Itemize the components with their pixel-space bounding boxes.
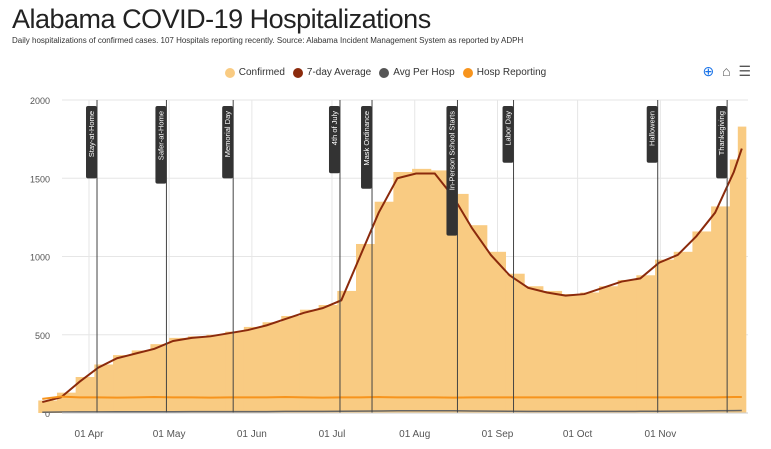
annotation-box bbox=[222, 106, 234, 179]
y-tick-label: 1000 bbox=[30, 253, 50, 263]
legend-dot-icon bbox=[379, 67, 390, 78]
bar-confirmed bbox=[729, 159, 739, 413]
bar-confirmed bbox=[187, 336, 207, 413]
annotation-label: In-Person School Starts bbox=[447, 111, 456, 190]
annotation-box bbox=[716, 106, 728, 179]
bar-confirmed bbox=[673, 251, 693, 413]
bar-confirmed bbox=[468, 225, 488, 413]
chart-subtitle: Daily hospitalizations of confirmed case… bbox=[12, 36, 524, 45]
legend-dot-icon bbox=[224, 67, 235, 78]
annotation-label: Halloween bbox=[648, 111, 657, 146]
legend-label: Confirmed bbox=[238, 67, 285, 78]
bar-confirmed bbox=[486, 251, 507, 413]
annotation-label: 4th of July bbox=[330, 111, 339, 145]
bar-confirmed bbox=[561, 294, 581, 413]
y-tick-label: 1500 bbox=[30, 174, 50, 184]
x-tick-label: 01 Aug bbox=[399, 429, 430, 440]
zoom-in-icon[interactable]: ⊕ bbox=[702, 63, 715, 79]
y-tick-label: 0 bbox=[45, 409, 50, 419]
y-tick-label: 2000 bbox=[30, 96, 50, 106]
x-tick-label: 01 Jul bbox=[319, 429, 346, 440]
home-icon[interactable]: ⌂ bbox=[722, 63, 731, 79]
x-tick-label: 01 Nov bbox=[645, 429, 677, 440]
y-tick-label: 500 bbox=[35, 331, 50, 341]
bar-confirmed bbox=[737, 126, 747, 413]
bar-confirmed bbox=[412, 168, 432, 413]
annotation-label: Mask Ordinance bbox=[362, 111, 371, 166]
bar-confirmed bbox=[692, 231, 712, 413]
bar-confirmed bbox=[150, 344, 170, 413]
chart-title: Alabama COVID-19 Hospitalizations bbox=[12, 4, 431, 34]
bar-confirmed bbox=[131, 350, 151, 413]
annotation-box bbox=[646, 106, 658, 163]
bar-confirmed bbox=[636, 275, 656, 413]
annotation-box bbox=[328, 106, 340, 174]
line-hosp-reporting bbox=[42, 395, 742, 400]
x-tick-label: 01 Apr bbox=[75, 429, 105, 440]
bar-confirmed bbox=[449, 193, 469, 413]
bar-confirmed bbox=[38, 400, 58, 413]
bar-confirmed bbox=[711, 206, 731, 413]
legend-item[interactable]: Confirmed bbox=[224, 67, 285, 78]
bar-confirmed bbox=[374, 201, 394, 413]
annotation-box bbox=[361, 106, 373, 189]
bar-confirmed bbox=[281, 315, 301, 413]
bar-confirmed bbox=[243, 326, 264, 413]
bar-confirmed bbox=[94, 364, 114, 413]
annotation-label: Thanksgiving bbox=[717, 111, 726, 155]
annotation-label: Labor Day bbox=[504, 111, 513, 146]
bar-confirmed bbox=[299, 309, 320, 413]
x-tick-label: 01 May bbox=[153, 429, 186, 440]
line-avg-per-hosp bbox=[42, 409, 742, 413]
bar-confirmed bbox=[113, 355, 133, 413]
bar-confirmed bbox=[206, 334, 226, 413]
menu-icon[interactable]: ☰ bbox=[738, 63, 751, 79]
x-tick-label: 01 Oct bbox=[563, 429, 593, 440]
bar-confirmed bbox=[542, 290, 563, 413]
bar-confirmed bbox=[75, 377, 95, 413]
legend-label: Hosp Reporting bbox=[476, 67, 547, 78]
bar-confirmed bbox=[318, 305, 338, 413]
legend-item[interactable]: 7-day Average bbox=[292, 67, 372, 78]
annotation-box bbox=[502, 106, 514, 163]
legend-label: Avg Per Hosp bbox=[393, 67, 455, 78]
bar-confirmed bbox=[393, 171, 413, 413]
bar-confirmed bbox=[524, 286, 544, 413]
line-7-day-average bbox=[42, 148, 743, 404]
bar-confirmed bbox=[356, 243, 376, 413]
bar-confirmed bbox=[655, 259, 675, 413]
annotation-box bbox=[155, 106, 167, 184]
legend-item[interactable]: Avg Per Hosp bbox=[379, 67, 455, 78]
legend-label: 7-day Average bbox=[306, 67, 372, 78]
annotation-label: Memorial Day bbox=[223, 111, 232, 158]
legend-dot-icon bbox=[292, 67, 303, 78]
annotation-label: Safer-at-Home bbox=[156, 111, 165, 160]
annotation-label: Stay-at-Home bbox=[87, 111, 96, 157]
bar-confirmed bbox=[430, 170, 450, 413]
bar-confirmed bbox=[505, 273, 525, 413]
chart-toolbar: ⊕ ⌂ ☰ bbox=[698, 63, 751, 80]
bar-confirmed bbox=[598, 286, 619, 413]
bar-confirmed bbox=[262, 322, 282, 413]
legend-item[interactable]: Hosp Reporting bbox=[462, 67, 547, 78]
annotation-box bbox=[446, 106, 458, 236]
bar-confirmed bbox=[337, 290, 357, 413]
legend-dot-icon bbox=[462, 67, 473, 78]
bar-confirmed bbox=[580, 292, 600, 413]
legend: Confirmed 7-day Average Avg Per Hosp Hosp R… bbox=[0, 67, 771, 81]
x-tick-label: 01 Jun bbox=[237, 429, 267, 440]
bar-confirmed bbox=[169, 337, 189, 413]
x-tick-label: 01 Sep bbox=[482, 429, 514, 440]
bar-confirmed bbox=[225, 331, 245, 413]
bar-confirmed bbox=[617, 279, 637, 413]
annotation-box bbox=[86, 106, 98, 179]
